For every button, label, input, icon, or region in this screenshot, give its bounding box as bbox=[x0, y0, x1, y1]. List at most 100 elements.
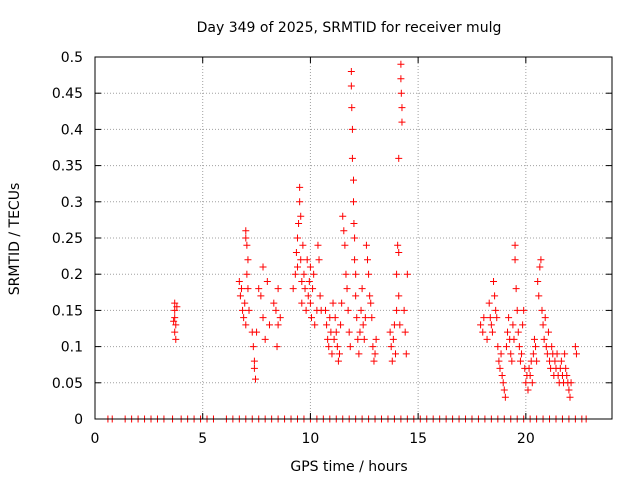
data-point bbox=[394, 241, 402, 249]
data-point bbox=[172, 321, 180, 329]
data-point bbox=[244, 256, 252, 264]
data-point bbox=[344, 306, 352, 314]
data-point bbox=[395, 154, 403, 162]
y-tick-label: 0 bbox=[74, 412, 83, 428]
x-tick-label: 5 bbox=[198, 431, 207, 447]
data-point bbox=[483, 335, 491, 343]
data-point bbox=[535, 292, 543, 300]
data-point bbox=[332, 328, 340, 336]
data-point bbox=[299, 241, 307, 249]
y-axis-label: SRMTID / TECUs bbox=[7, 183, 23, 296]
data-point bbox=[342, 270, 350, 278]
data-point bbox=[239, 306, 247, 314]
y-tick-label: 0.45 bbox=[52, 86, 83, 102]
data-point bbox=[397, 60, 405, 68]
data-point bbox=[510, 335, 518, 343]
data-point bbox=[343, 285, 351, 293]
data-point bbox=[171, 299, 179, 307]
data-point bbox=[352, 270, 360, 278]
data-point bbox=[509, 321, 517, 329]
data-point bbox=[347, 82, 355, 90]
data-point bbox=[255, 285, 263, 293]
data-point bbox=[541, 314, 549, 322]
data-point bbox=[361, 314, 369, 322]
data-point bbox=[311, 321, 319, 329]
data-point bbox=[359, 321, 367, 329]
data-point bbox=[263, 277, 271, 285]
data-point bbox=[504, 328, 512, 336]
y-axis-ticks: 0 0.05 0.1 0.15 0.2 0.25 0.3 0.35 0.4 0.45 0.5 bbox=[52, 50, 612, 428]
data-point bbox=[352, 292, 360, 300]
data-point bbox=[490, 277, 498, 285]
data-point bbox=[334, 357, 342, 365]
data-point bbox=[242, 234, 250, 242]
y-tick-label: 0.15 bbox=[52, 303, 83, 319]
data-point bbox=[525, 364, 533, 372]
data-point bbox=[348, 104, 356, 112]
data-point bbox=[245, 306, 253, 314]
data-point bbox=[372, 335, 380, 343]
data-point bbox=[324, 335, 332, 343]
data-point bbox=[386, 328, 394, 336]
data-point bbox=[371, 350, 379, 358]
data-point bbox=[494, 343, 502, 351]
data-point bbox=[501, 393, 509, 401]
data-point bbox=[171, 306, 179, 314]
data-point bbox=[316, 292, 324, 300]
data-point bbox=[397, 89, 405, 97]
data-point bbox=[529, 350, 537, 358]
x-tick-label: 15 bbox=[409, 431, 427, 447]
data-point bbox=[536, 263, 544, 271]
data-point bbox=[328, 350, 336, 358]
data-point bbox=[389, 335, 397, 343]
data-point bbox=[325, 343, 333, 351]
data-point bbox=[307, 314, 315, 322]
data-point bbox=[345, 328, 353, 336]
data-point bbox=[348, 154, 356, 162]
data-point bbox=[347, 67, 355, 75]
data-point bbox=[528, 379, 536, 387]
data-point bbox=[300, 270, 308, 278]
data-point bbox=[293, 263, 301, 271]
data-point bbox=[305, 277, 313, 285]
data-point bbox=[337, 321, 345, 329]
data-point bbox=[367, 299, 375, 307]
data-point bbox=[388, 357, 396, 365]
data-point bbox=[329, 299, 337, 307]
data-point bbox=[479, 328, 487, 336]
data-point bbox=[236, 292, 244, 300]
data-point bbox=[351, 256, 359, 264]
data-point bbox=[170, 317, 178, 325]
data-point bbox=[551, 357, 559, 365]
data-point bbox=[487, 321, 495, 329]
data-point bbox=[548, 343, 556, 351]
data-point bbox=[395, 248, 403, 256]
data-point bbox=[562, 364, 570, 372]
data-point bbox=[488, 328, 496, 336]
data-point bbox=[292, 248, 300, 256]
data-point bbox=[243, 241, 251, 249]
data-point bbox=[526, 372, 534, 380]
data-point bbox=[251, 375, 259, 383]
data-point bbox=[496, 364, 504, 372]
data-point bbox=[567, 379, 575, 387]
data-point bbox=[366, 292, 374, 300]
data-point bbox=[365, 270, 373, 278]
data-point bbox=[171, 314, 179, 322]
data-point bbox=[507, 350, 515, 358]
data-point bbox=[511, 256, 519, 264]
data-point bbox=[350, 176, 357, 184]
data-point bbox=[244, 285, 252, 293]
data-point bbox=[310, 270, 318, 278]
data-point bbox=[514, 328, 522, 336]
data-point bbox=[296, 198, 304, 206]
chart-title: Day 349 of 2025, SRMTID for receiver mul… bbox=[197, 20, 502, 36]
y-tick-label: 0.05 bbox=[52, 376, 83, 392]
data-point bbox=[272, 306, 280, 314]
data-point bbox=[395, 292, 403, 300]
data-point bbox=[540, 335, 548, 343]
data-point bbox=[338, 299, 346, 307]
data-point bbox=[295, 220, 303, 228]
data-point bbox=[257, 292, 265, 300]
data-point bbox=[357, 306, 365, 314]
